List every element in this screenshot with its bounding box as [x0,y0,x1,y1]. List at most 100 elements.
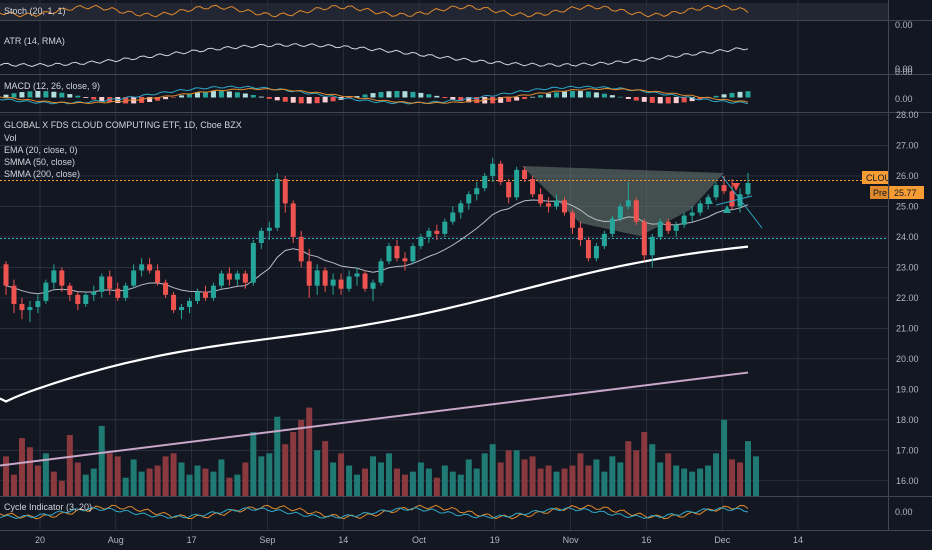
candle-body[interactable] [139,264,145,271]
candle-body[interactable] [569,212,575,228]
horizontal-levels[interactable] [0,180,888,239]
candle-body[interactable] [171,294,177,311]
candle-body[interactable] [258,230,264,244]
candle-body[interactable] [202,291,208,298]
candle-body[interactable] [282,179,288,204]
candle-body[interactable] [67,285,73,295]
candle-body[interactable] [522,169,528,180]
candle-body[interactable] [402,258,408,262]
candle-body[interactable] [681,215,687,225]
candle-body[interactable] [609,218,615,234]
candle-body[interactable] [194,291,200,301]
candle-body[interactable] [210,285,216,298]
candle-body[interactable] [266,227,272,231]
candle-body[interactable] [123,285,129,298]
candle-body[interactable] [625,200,631,207]
candle-body[interactable] [601,233,607,247]
candle-body[interactable] [641,221,647,256]
candle-body[interactable] [163,282,169,295]
candle-body[interactable] [242,273,248,283]
candle-body[interactable] [713,185,719,198]
candle-body[interactable] [673,224,679,231]
candle-body[interactable] [179,307,185,311]
candle-body[interactable] [561,200,567,213]
wedge-line-upper[interactable] [721,175,763,229]
candle-body[interactable] [250,243,256,283]
candle-body[interactable] [418,236,424,247]
candle-body[interactable] [155,270,161,283]
candle-body[interactable] [91,291,97,295]
candle-body[interactable] [187,300,193,308]
candle-body[interactable] [338,279,344,289]
candle-body[interactable] [665,221,671,231]
candle-body[interactable] [593,246,599,259]
candle-body[interactable] [434,230,440,234]
candle-body[interactable] [35,300,41,308]
candle-body[interactable] [546,203,552,207]
candle-body[interactable] [330,279,336,286]
candle-body[interactable] [474,188,480,195]
candle-body[interactable] [218,273,224,286]
candle-body[interactable] [530,179,536,195]
price-pane[interactable]: GLOBAL X FDS CLOUD COMPUTING ETF, 1D, Cb… [0,110,924,496]
candle-body[interactable] [27,307,33,311]
candle-body[interactable] [490,163,496,176]
candle-body[interactable] [314,270,320,286]
candle-body[interactable] [697,203,703,213]
candle-body[interactable] [378,261,384,283]
candle-body[interactable] [51,270,57,283]
candle-body[interactable] [729,191,735,207]
candle-body[interactable] [745,182,751,195]
candle-body[interactable] [234,273,240,280]
candle-body[interactable] [362,273,368,289]
candle-body[interactable] [577,227,583,240]
candle-body[interactable] [506,182,512,198]
candle-body[interactable] [147,264,153,271]
candle-body[interactable] [633,200,639,222]
candle-body[interactable] [394,246,400,259]
wedge-line-lower[interactable] [715,195,753,206]
candle-body[interactable] [322,270,328,286]
candle-body[interactable] [43,282,49,301]
cup-pattern-region[interactable] [522,166,724,236]
candle-body[interactable] [721,185,727,192]
macd-pane[interactable]: MACD (12, 26, close, 9) 0.00 0.00 [0,67,913,105]
time-axis[interactable]: 20 Aug 17 Sep 14 Oct 19 Nov 16 Dec 14 [35,535,803,545]
candle-body[interactable] [458,203,464,213]
candle-body[interactable] [370,282,376,289]
candle-body[interactable] [554,200,560,207]
candle-body[interactable] [11,285,17,304]
candle-body[interactable] [649,236,655,256]
candle-body[interactable] [75,294,81,304]
candle-body[interactable] [450,212,456,222]
candle-body[interactable] [107,276,113,289]
candle-body[interactable] [657,221,663,237]
candle-body[interactable] [306,261,312,286]
candle-body[interactable] [226,273,232,280]
candle-body[interactable] [290,203,296,237]
candle-body[interactable] [585,239,591,259]
candle-body[interactable] [354,273,360,277]
candle-body[interactable] [498,163,504,183]
candle-body[interactable] [298,236,304,262]
candle-body[interactable] [19,303,25,311]
candle-body[interactable] [131,270,137,286]
candle-body[interactable] [514,169,520,198]
candle-body[interactable] [346,276,352,289]
candle-body[interactable] [59,270,65,286]
candle-body[interactable] [115,288,121,298]
candles[interactable] [3,157,751,323]
candle-body[interactable] [410,246,416,262]
candle-body[interactable] [274,179,280,228]
candle-body[interactable] [482,175,488,189]
candle-body[interactable] [442,221,448,234]
cycle-pane[interactable]: Cycle Indicator (3, 20) 0.00 [0,502,913,520]
candle-body[interactable] [737,194,743,207]
stoch-pane[interactable]: Stoch (20, 1, 1) 0.00 [0,3,913,30]
candle-body[interactable] [83,294,89,304]
atr-pane[interactable]: ATR (14, RMA) 0.00 [0,36,913,74]
candle-body[interactable] [466,194,472,204]
wedge-drawing[interactable] [705,175,763,229]
candle-body[interactable] [689,212,695,216]
